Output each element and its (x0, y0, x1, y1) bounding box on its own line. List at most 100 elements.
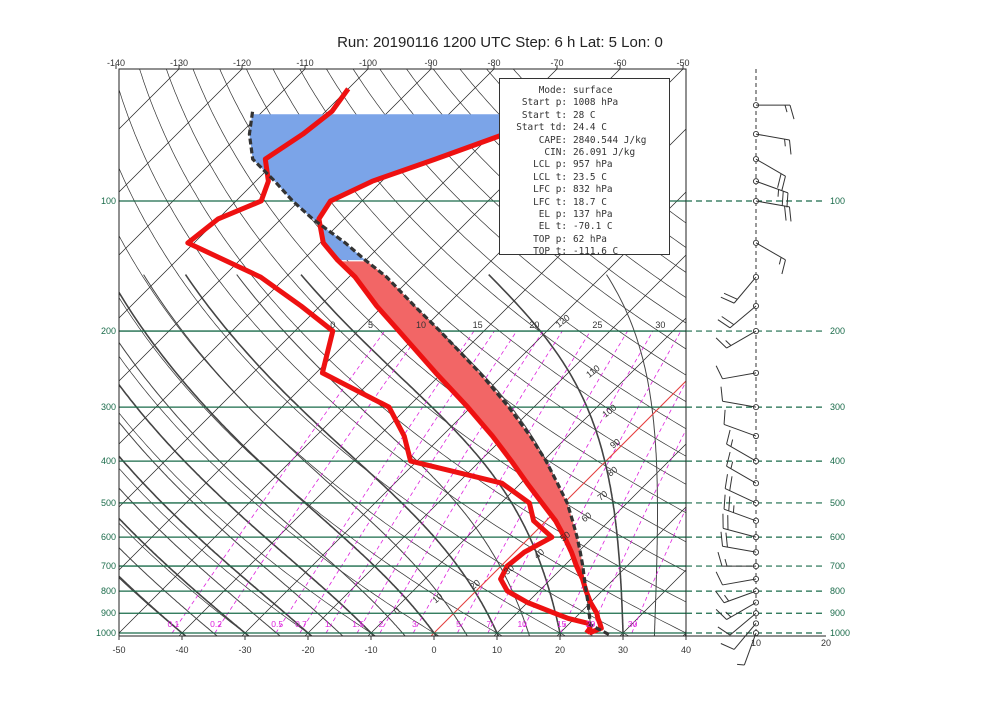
dry-adiabat-label: 60 (579, 510, 593, 524)
bottom-tick-label: -20 (301, 645, 314, 655)
wind-barb-staff (726, 330, 757, 349)
dry-adiabat-label: 30 (502, 563, 516, 577)
wind-barb-flag (720, 531, 724, 547)
info-value: 957 hPa (573, 159, 613, 171)
pressure-tick-label-right: 500 (830, 498, 845, 508)
dry-adiabat-line (165, 69, 686, 573)
info-label: CIN: (544, 146, 567, 158)
mixing-ratio-label: 0.7 (295, 619, 307, 629)
pressure-tick-label-right: 1000 (830, 628, 850, 638)
moist-adiabat-line (606, 274, 658, 636)
isotherm-line (619, 569, 686, 636)
top-tick-label: -110 (296, 58, 313, 68)
wind-barb-half-flag (784, 139, 786, 147)
wind-barb-half-flag (777, 189, 780, 197)
bottom-tick-label: -40 (175, 645, 188, 655)
info-label: CAPE: (538, 134, 567, 146)
dry-adiabat-line (119, 234, 567, 636)
wind-barb-half-flag (778, 257, 782, 265)
isotherm-line (241, 191, 686, 636)
wind-barb-flag (781, 191, 784, 206)
bottom-tick-label: 0 (431, 645, 436, 655)
mixing-ratio-label: 0.5 (271, 619, 283, 629)
wind-barb-flag (720, 643, 735, 650)
pressure-tick-label-right: 400 (830, 456, 845, 466)
wind-axis-tick-label: 10 (751, 638, 761, 648)
wind-barb-flag (715, 590, 725, 604)
info-row: Start p: 1008 hPa (500, 97, 669, 109)
wind-barb-flag (720, 386, 724, 402)
wind-barb-staff (726, 602, 757, 620)
wind-station-circle (752, 156, 760, 163)
dry-adiabat-line (119, 296, 503, 636)
wind-barb-staff (743, 632, 757, 666)
moist-adiabat-label: 25 (592, 320, 602, 330)
wind-barb-flag (725, 532, 728, 548)
info-row: EL p: 137 hPa (500, 209, 669, 221)
pressure-tick-label-left: 400 (101, 456, 116, 466)
dry-adiabat-label: 10 (431, 591, 445, 605)
info-label: LCL p: (533, 159, 567, 171)
pressure-tick-label-left: 900 (101, 608, 116, 618)
moist-adiabat-line (236, 274, 531, 636)
bottom-tick-label: 10 (492, 645, 502, 655)
pressure-tick-label-right: 200 (830, 326, 845, 336)
info-label: Mode: (538, 85, 567, 96)
mixing-ratio-label: 10 (517, 619, 527, 629)
info-row: TOP p: 62 hPa (500, 234, 669, 246)
isotherm-line (0, 29, 93, 642)
isotherm-line (304, 254, 686, 636)
dry-adiabat-line (119, 522, 250, 636)
moist-adiabat-label: 30 (655, 320, 665, 330)
wind-barb-flag (723, 292, 738, 300)
wind-barb-flag (728, 496, 731, 511)
wind-barb-staff (723, 423, 757, 437)
pressure-tick-label-left: 1000 (96, 628, 116, 638)
isotherm-line (178, 128, 686, 636)
info-label: Start t: (521, 109, 567, 121)
mixing-ratio-label: 30 (628, 619, 638, 629)
info-row: TOP t: -111.6 C (500, 246, 669, 258)
dry-adiabat-label: 50 (558, 529, 572, 543)
isotherm-line (556, 506, 686, 636)
isotherm-line (0, 29, 156, 642)
isotherm-line (119, 69, 306, 256)
wind-barb-half-flag (730, 439, 734, 447)
wind-barb-flag (715, 609, 727, 620)
mixing-ratio-label: 1 (325, 619, 330, 629)
parcel-info-box: Mode: surface Start p: 1008 hPa Start t: 28 C… (499, 78, 670, 258)
info-label: EL t: (538, 221, 567, 233)
info-value: 26.091 J/kg (573, 146, 636, 158)
wind-barb-staff (724, 488, 757, 504)
info-value: 137 hPa (573, 208, 613, 220)
wind-barb-flag (720, 296, 735, 304)
pressure-tick-label-left: 200 (101, 326, 116, 336)
pressure-tick-label-left: 100 (101, 196, 116, 206)
wind-barb-staff (722, 400, 757, 408)
dry-adiabat-line (119, 167, 630, 636)
dewpoint-profile-line (185, 87, 593, 635)
dry-adiabat-label: 40 (532, 547, 546, 561)
info-label: LCL t: (533, 171, 567, 183)
wind-barb-staff (755, 180, 789, 194)
pressure-tick-label-left: 700 (101, 561, 116, 571)
wind-barb-staff (733, 276, 757, 304)
mixing-ratio-line (214, 330, 422, 634)
wind-barb-flag (788, 206, 792, 222)
info-value: 28 C (573, 109, 596, 121)
wind-barb-staff (726, 465, 757, 484)
info-value: 62 hPa (573, 233, 607, 245)
dry-adiabat-line (192, 69, 686, 543)
wind-barb-staff (722, 578, 757, 586)
wind-axis-tick-label: 20 (821, 638, 831, 648)
mixing-ratio-line (631, 507, 686, 634)
dry-adiabat-label: 120 (554, 312, 572, 329)
wind-barb-staff (722, 372, 757, 380)
wind-barb-flag (781, 259, 786, 275)
bottom-tick-label: 30 (618, 645, 628, 655)
wind-barb-staff (729, 612, 757, 636)
parcel-path-line (247, 111, 610, 636)
info-label: EL p: (538, 208, 567, 220)
mixing-ratio-line (487, 330, 654, 634)
pressure-tick-label-right: 300 (830, 402, 845, 412)
